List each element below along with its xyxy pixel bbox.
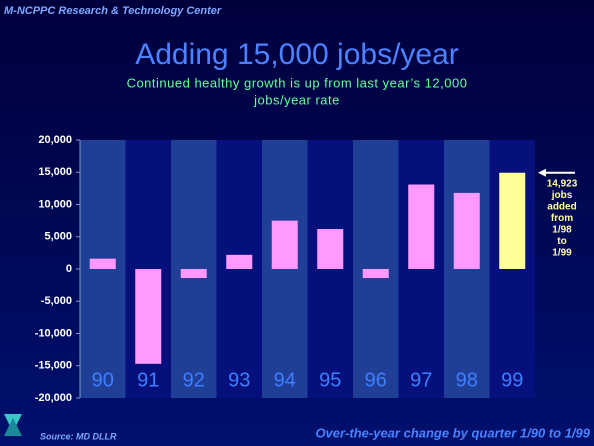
logo — [4, 414, 22, 436]
bar — [180, 269, 207, 279]
bar — [135, 269, 162, 364]
x-tick-label: 94 — [274, 369, 296, 391]
x-tick-label: 97 — [410, 369, 432, 391]
x-tick-label: 90 — [92, 369, 114, 391]
bar — [226, 254, 253, 269]
bar — [408, 184, 435, 269]
y-tick-label: 0 — [66, 263, 72, 275]
y-tick-label: 5,000 — [44, 231, 72, 243]
bar — [271, 220, 298, 269]
annotation: added — [547, 202, 576, 213]
footer-note: Over-the-year change by quarter 1/90 to … — [315, 425, 590, 440]
x-tick-label: 95 — [319, 369, 341, 391]
annotation: 1/98 — [552, 225, 572, 236]
annotation-arrowhead — [538, 168, 546, 177]
y-tick-label: 10,000 — [38, 198, 72, 210]
annotation: 1/99 — [552, 248, 572, 259]
bar — [89, 258, 116, 269]
chart-title: Adding 15,000 jobs/year — [135, 38, 459, 71]
x-tick-label: 98 — [456, 369, 478, 391]
header: M-NCPPC Research & Technology Center — [4, 5, 222, 17]
x-tick-label: 91 — [137, 369, 159, 391]
x-tick-label: 93 — [228, 369, 250, 391]
y-tick-label: 15,000 — [38, 166, 72, 178]
x-tick-label: 92 — [183, 369, 205, 391]
bar — [317, 229, 344, 269]
annotation: 14,923 — [547, 179, 578, 190]
annotation: from — [551, 213, 573, 224]
bar — [362, 269, 389, 279]
annotation: jobs — [551, 190, 573, 201]
x-tick-label: 96 — [365, 369, 387, 391]
subtitle: jobs/year rate — [253, 92, 340, 107]
y-tick-label: -15,000 — [35, 360, 72, 372]
bar — [453, 192, 480, 269]
source: Source: MD DLLR — [40, 431, 117, 441]
y-tick-label: -20,000 — [35, 392, 72, 404]
x-tick-label: 99 — [501, 369, 523, 391]
bar — [499, 172, 526, 269]
y-tick-label: 20,000 — [38, 134, 72, 146]
annotation: to — [557, 236, 566, 247]
subtitle: Continued healthy growth is up from last… — [127, 75, 468, 90]
y-tick-label: -5,000 — [41, 295, 72, 307]
y-tick-label: -10,000 — [35, 327, 72, 339]
